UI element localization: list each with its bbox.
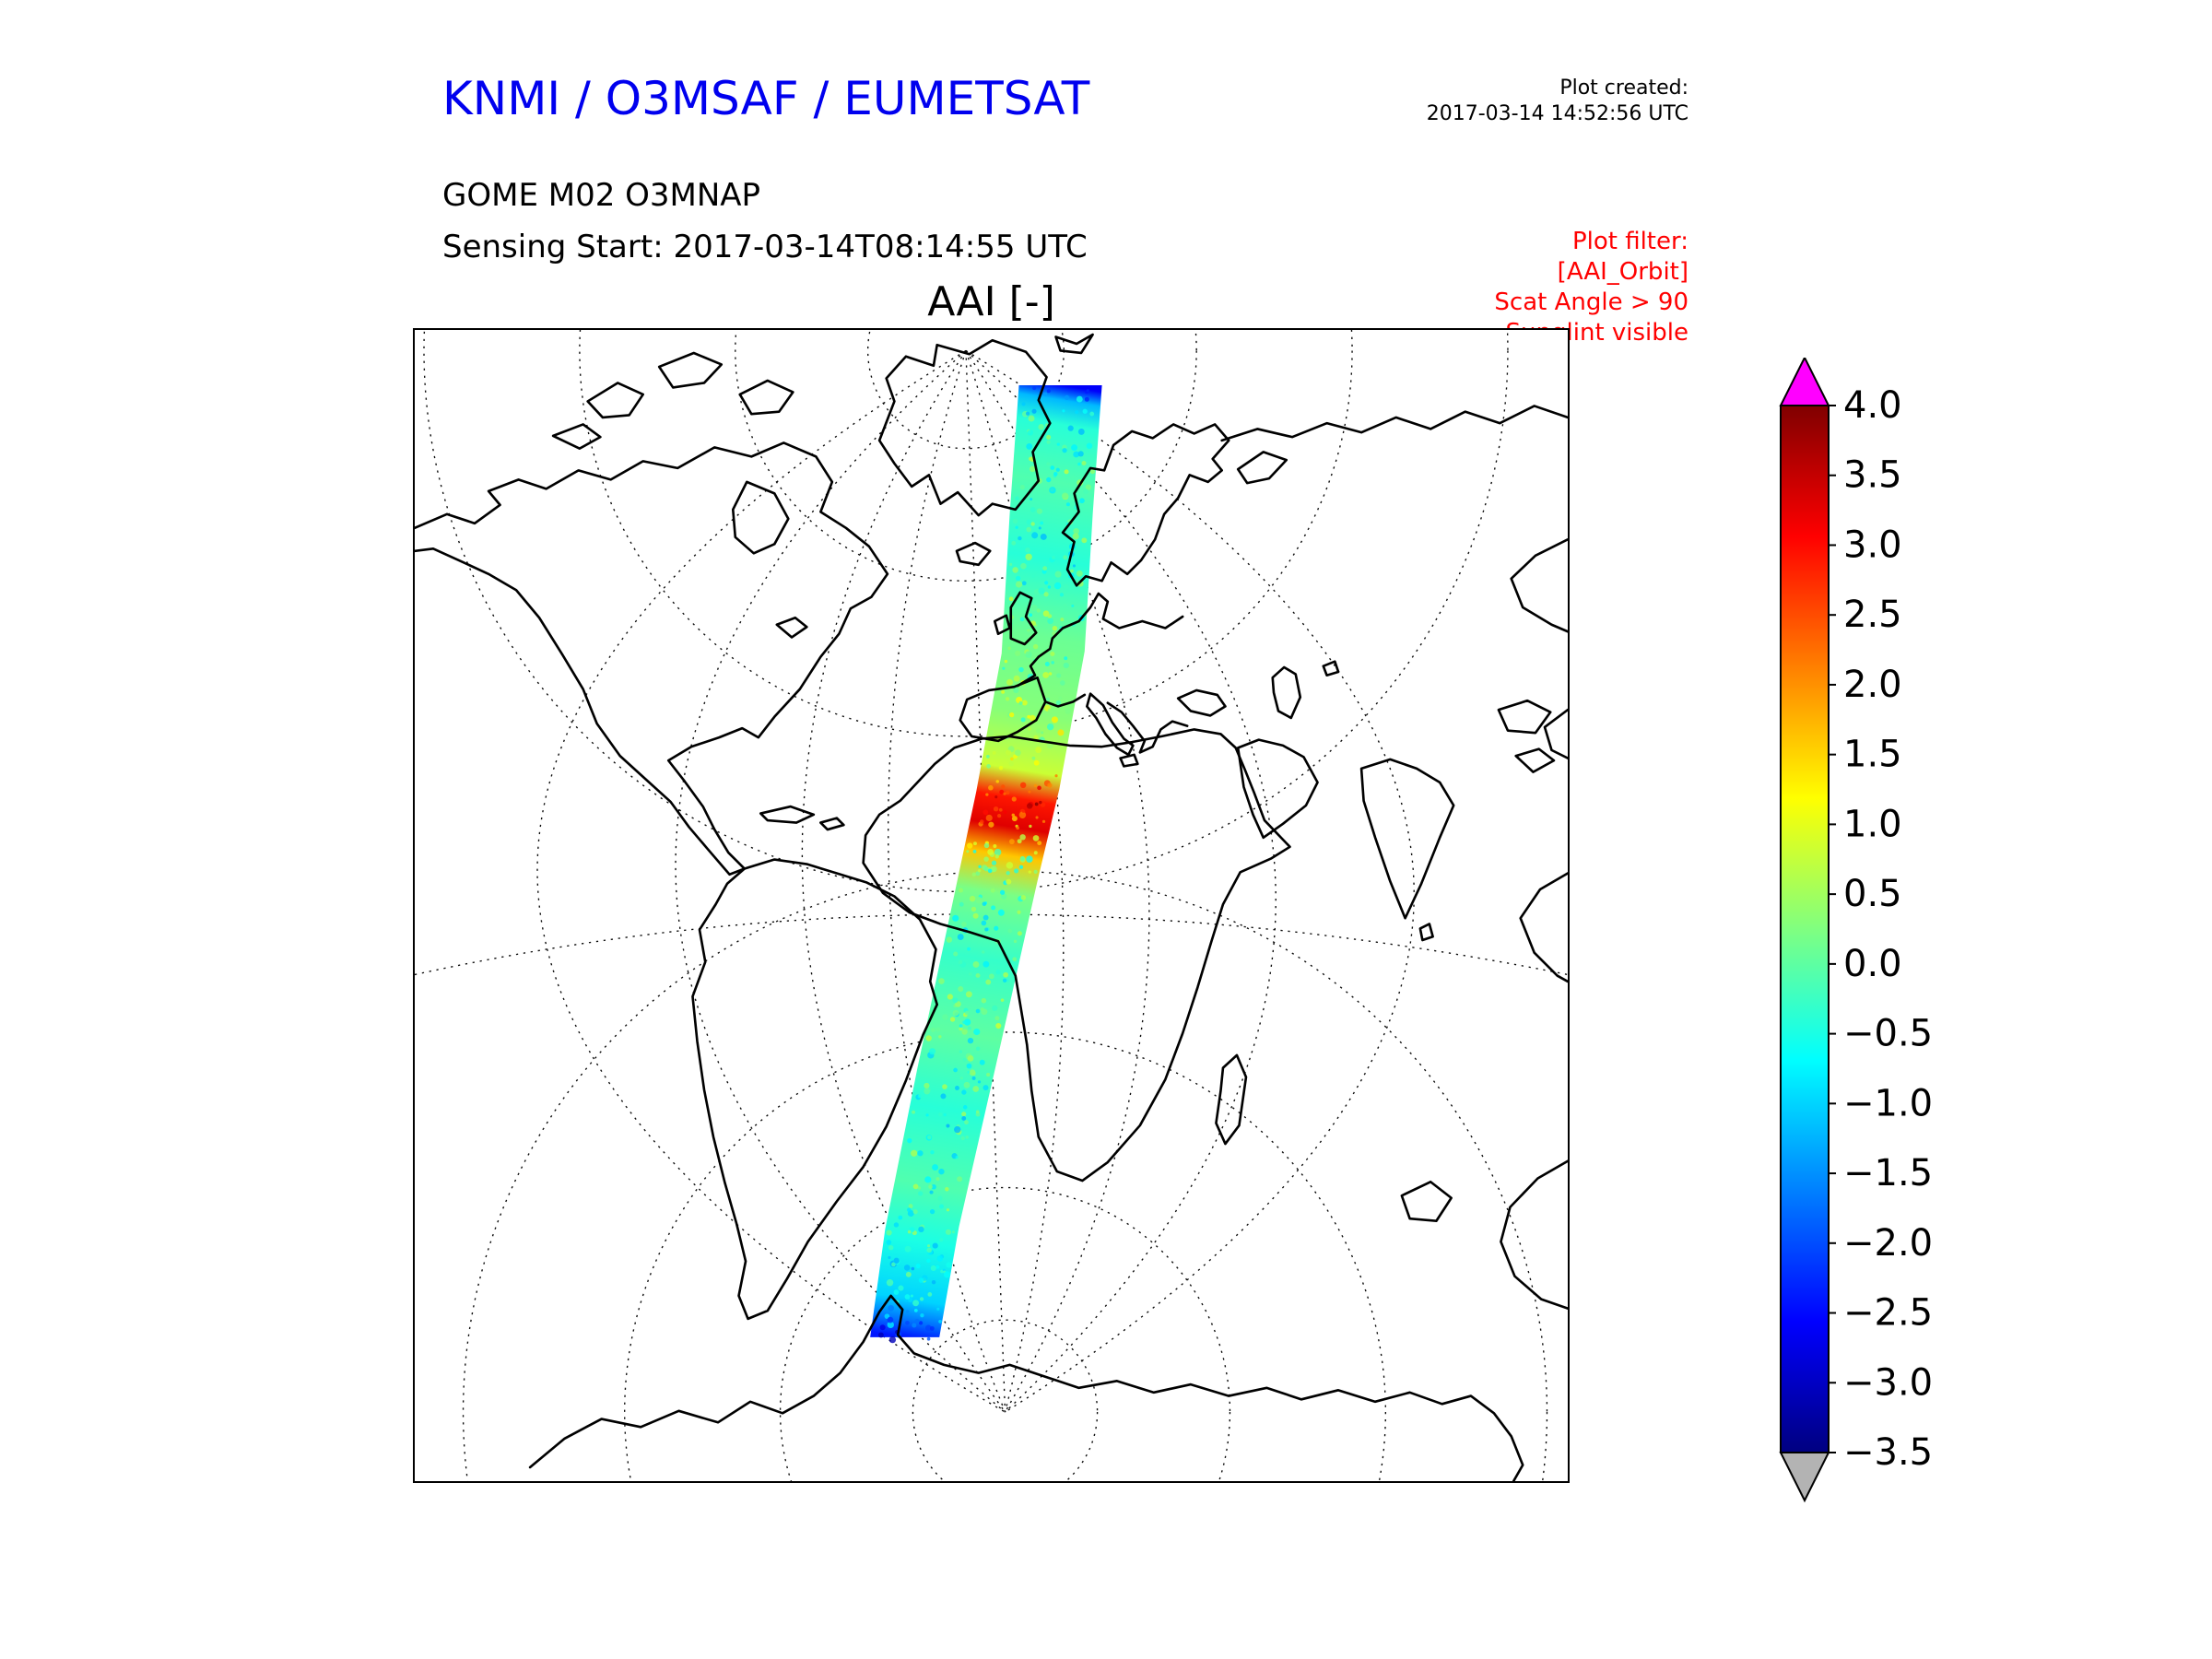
sensing-start-line: Sensing Start: 2017-03-14T08:14:55 UTC — [442, 229, 1088, 265]
caspian-sea-outline — [1271, 665, 1302, 720]
australia-outline — [1500, 1159, 1568, 1310]
colorbar-tick-label: −3.0 — [1843, 1361, 1933, 1404]
iceland-outline — [955, 541, 992, 567]
italy-outline — [1086, 692, 1135, 757]
colorbar-tick-label: 3.5 — [1843, 454, 1902, 497]
europe-coast-outline — [1037, 592, 1184, 659]
arabia-outline — [1236, 738, 1319, 840]
new-zealand-outline — [1400, 1180, 1453, 1223]
black-sea-outline — [1176, 688, 1227, 717]
colorbar-gradient-bar — [1780, 405, 1830, 1453]
novaya-zemlya-outline — [1236, 451, 1288, 485]
east-asia-coast-outline — [1510, 538, 1568, 633]
balkans-greece-outline — [1106, 701, 1189, 754]
caribbean-island-outline — [759, 805, 816, 824]
arctic-island-outline — [657, 351, 724, 389]
arctic-island-outline — [551, 423, 602, 450]
orbit-swath — [870, 384, 1102, 1344]
colorbar: 4.0 3.5 3.0 2.5 2.0 1.5 1.0 0.5 0.0 −0.5 −1.0 −1.5 −… — [1779, 358, 1933, 1503]
scandinavia-outline — [1061, 423, 1230, 587]
map-frame — [413, 328, 1570, 1483]
east-asia-island-outline — [1514, 747, 1556, 773]
filter-line-orbit: [AAI_Orbit] — [1557, 258, 1688, 286]
colorbar-tick-label: 0.0 — [1843, 943, 1902, 985]
siberia-coast-outline — [1220, 405, 1568, 442]
uk-outline — [1009, 591, 1038, 646]
sicily-outline — [1119, 753, 1139, 768]
hudson-bay-outline — [731, 480, 790, 555]
colorbar-tick-label: −1.0 — [1843, 1082, 1933, 1124]
colorbar-under-arrow — [1779, 1452, 1830, 1503]
colorbar-tick-label: 0.5 — [1843, 873, 1902, 915]
continent-outline — [691, 858, 939, 1321]
colorbar-tick-label: −2.0 — [1843, 1222, 1933, 1265]
france-coast-outline — [1016, 655, 1041, 688]
east-asia-coast-outline — [1543, 708, 1568, 759]
continent-outline — [415, 441, 889, 877]
org-title: KNMI / O3MSAF / EUMETSAT — [442, 72, 1090, 125]
ireland-outline — [993, 614, 1011, 636]
greenland-outline — [877, 338, 1052, 517]
great-lakes-outline — [775, 616, 808, 639]
colorbar-tick-label: 1.5 — [1843, 734, 1902, 776]
aral-sea-outline — [1322, 660, 1340, 677]
colorbar-tick-label: −1.5 — [1843, 1152, 1933, 1194]
continent-outline — [862, 728, 1291, 1182]
east-asia-island-outline — [1497, 699, 1552, 735]
colorbar-tick-label: 4.0 — [1843, 384, 1902, 427]
filter-line-scat: Scat Angle > 90 — [1494, 288, 1688, 316]
sri-lanka-outline — [1418, 923, 1434, 942]
colorbar-over-arrow — [1779, 358, 1830, 406]
filter-line-title: Plot filter: — [1571, 228, 1688, 255]
riviera-coast-outline — [1043, 693, 1087, 708]
plot-created-block: Plot created: 2017-03-14 14:52:56 UTC — [1427, 76, 1688, 127]
colorbar-tick-label: 3.0 — [1843, 524, 1902, 566]
world-map — [415, 330, 1568, 1481]
iberia-outline — [959, 676, 1047, 743]
colorbar-tick-label: −0.5 — [1843, 1013, 1933, 1055]
continents — [415, 333, 1568, 1481]
india-outline — [1359, 758, 1455, 920]
colorbar-tick-label: 1.0 — [1843, 803, 1902, 845]
product-line: GOME M02 O3MNAP — [442, 177, 761, 214]
map-title: AAI [-] — [927, 278, 1055, 325]
arctic-island-outline — [586, 382, 645, 419]
colorbar-ticks: 4.0 3.5 3.0 2.5 2.0 1.5 1.0 0.5 0.0 −0.5 −1.0 −1.5 −… — [1829, 384, 1933, 1474]
plot-created-value: 2017-03-14 14:52:56 UTC — [1426, 102, 1688, 125]
southeast-asia-outline — [1519, 872, 1568, 983]
colorbar-tick-label: −2.5 — [1843, 1292, 1933, 1335]
orbit-swath-speckles — [877, 385, 1096, 1344]
madagascar-outline — [1215, 1053, 1248, 1146]
continent-outline — [528, 1294, 1524, 1481]
colorbar-tick-label: −3.5 — [1843, 1431, 1933, 1474]
arctic-island-outline — [738, 379, 794, 416]
colorbar-tick-label: 2.0 — [1843, 664, 1902, 706]
svalbard-outline — [1054, 333, 1094, 355]
plot-created-label: Plot created: — [1559, 76, 1688, 100]
caribbean-island-outline — [819, 817, 845, 831]
colorbar-tick-label: 2.5 — [1843, 594, 1902, 636]
